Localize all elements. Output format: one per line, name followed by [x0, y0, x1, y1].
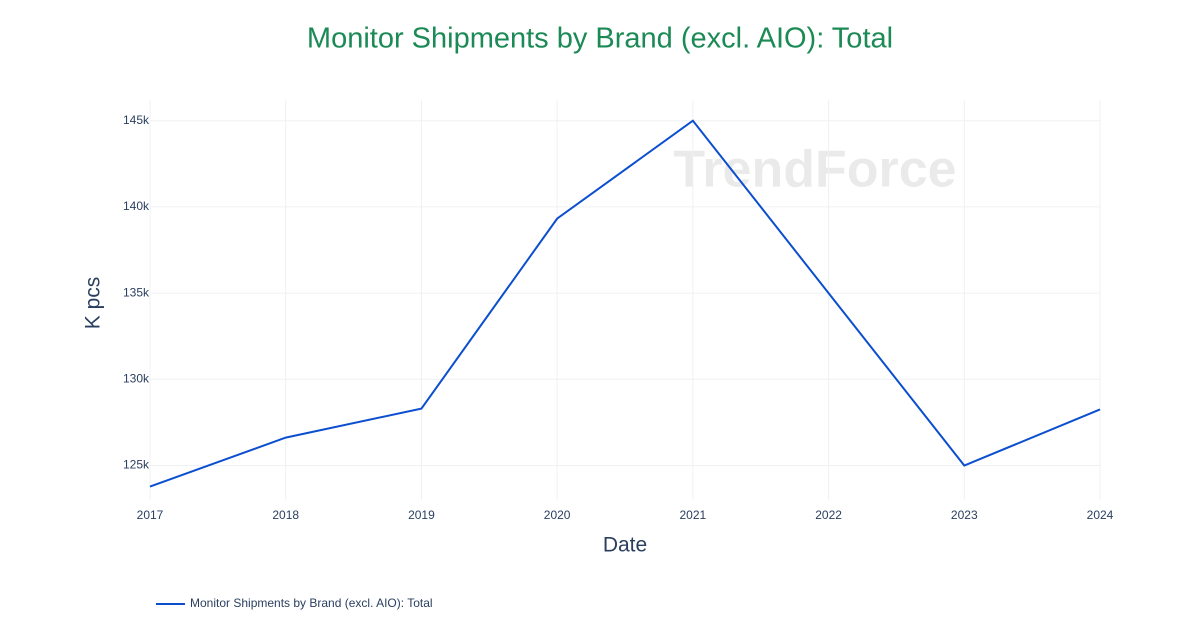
x-tick-label: 2022 — [815, 508, 842, 522]
y-tick-label: 135k — [123, 285, 150, 299]
chart-title: Monitor Shipments by Brand (excl. AIO): … — [307, 23, 893, 55]
legend-label: Monitor Shipments by Brand (excl. AIO): … — [190, 596, 433, 610]
y-tick-label: 140k — [123, 199, 150, 213]
x-axis-title: Date — [603, 534, 647, 557]
watermark: TrendForce — [673, 141, 956, 199]
x-tick-label: 2021 — [680, 508, 707, 522]
x-tick-label: 2023 — [951, 508, 978, 522]
x-tick-label: 2017 — [137, 508, 164, 522]
x-tick-label: 2024 — [1087, 508, 1114, 522]
y-axis-title: K pcs — [82, 277, 105, 330]
y-tick-label: 145k — [123, 113, 150, 127]
x-tick-label: 2018 — [272, 508, 299, 522]
x-tick-label: 2019 — [408, 508, 435, 522]
data-line — [149, 119, 1101, 488]
y-tick-label: 130k — [123, 371, 150, 385]
x-tick-label: 2020 — [544, 508, 571, 522]
y-tick-label: 125k — [123, 458, 150, 472]
